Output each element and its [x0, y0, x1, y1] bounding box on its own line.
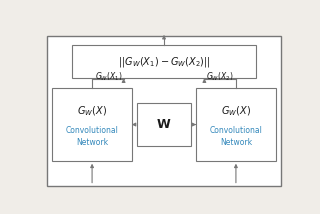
- Bar: [196, 88, 276, 161]
- Bar: [72, 45, 256, 78]
- Text: $G_W(X_2)$: $G_W(X_2)$: [206, 71, 234, 83]
- Text: $\mathbf{W}$: $\mathbf{W}$: [156, 118, 172, 131]
- Text: $G_W(X)$: $G_W(X)$: [77, 105, 107, 118]
- Text: $G_W(X_1)$: $G_W(X_1)$: [95, 71, 122, 83]
- Text: Convolutional
Network: Convolutional Network: [210, 126, 262, 147]
- Text: $G_W(X)$: $G_W(X)$: [221, 105, 251, 118]
- Text: Convolutional
Network: Convolutional Network: [66, 126, 118, 147]
- Bar: [137, 103, 191, 146]
- Text: $||G_W(X_1) - G_W(X_2)||$: $||G_W(X_1) - G_W(X_2)||$: [117, 55, 211, 69]
- Bar: [52, 88, 132, 161]
